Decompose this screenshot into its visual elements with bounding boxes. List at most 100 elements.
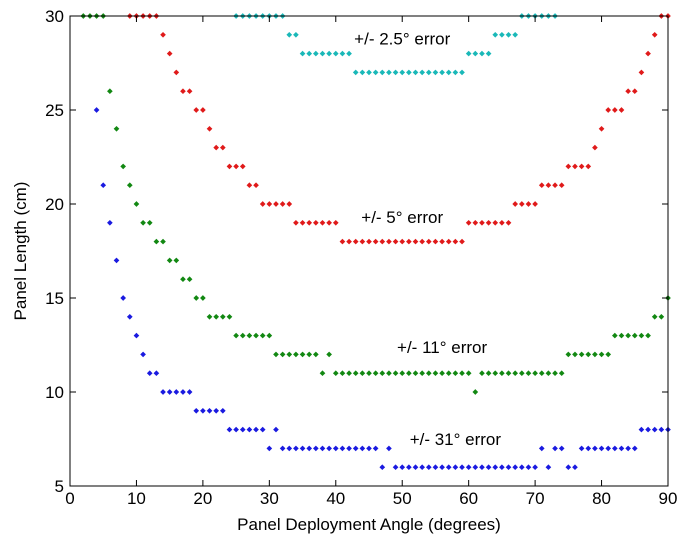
data-point bbox=[313, 351, 319, 358]
x-tick-label: 70 bbox=[526, 489, 545, 508]
data-point bbox=[306, 219, 313, 226]
data-point bbox=[372, 370, 379, 377]
data-point bbox=[206, 125, 213, 132]
data-point bbox=[638, 426, 645, 433]
data-point bbox=[166, 257, 173, 264]
data-point bbox=[332, 370, 339, 377]
data-point bbox=[578, 445, 585, 452]
data-point bbox=[399, 370, 406, 377]
data-point bbox=[100, 182, 107, 189]
data-point bbox=[233, 332, 239, 339]
data-point bbox=[279, 201, 286, 207]
data-point bbox=[452, 370, 459, 377]
data-point bbox=[459, 238, 465, 245]
data-point bbox=[213, 313, 220, 320]
data-point bbox=[631, 88, 638, 95]
data-point bbox=[432, 238, 439, 245]
x-tick-label: 60 bbox=[459, 489, 478, 508]
data-point bbox=[412, 238, 419, 245]
data-point bbox=[479, 464, 485, 471]
x-tick-label: 50 bbox=[393, 489, 412, 508]
y-tick-label: 30 bbox=[45, 7, 64, 26]
data-point bbox=[259, 201, 266, 207]
data-point bbox=[259, 332, 266, 339]
data-point bbox=[366, 445, 372, 452]
data-point bbox=[492, 370, 499, 377]
data-point bbox=[332, 219, 339, 226]
data-point bbox=[565, 163, 572, 170]
data-point bbox=[492, 219, 499, 226]
data-point bbox=[246, 182, 253, 189]
data-point bbox=[419, 370, 425, 377]
data-point bbox=[107, 88, 113, 95]
data-point bbox=[186, 389, 193, 395]
data-point bbox=[406, 370, 412, 377]
data-point bbox=[512, 464, 519, 471]
data-point bbox=[525, 464, 532, 471]
data-point bbox=[638, 332, 645, 339]
data-point bbox=[239, 163, 246, 170]
data-point bbox=[625, 332, 631, 339]
data-point bbox=[200, 295, 206, 301]
data-point bbox=[379, 464, 386, 471]
data-point bbox=[233, 163, 239, 170]
data-point bbox=[612, 445, 618, 452]
data-point bbox=[485, 464, 492, 471]
data-point bbox=[472, 389, 479, 395]
series-3 bbox=[93, 107, 671, 471]
data-point bbox=[259, 426, 266, 433]
data-point bbox=[459, 464, 465, 471]
data-point bbox=[392, 464, 399, 471]
data-point bbox=[465, 370, 472, 377]
data-point bbox=[266, 201, 273, 207]
data-point bbox=[186, 88, 193, 95]
data-point bbox=[286, 351, 293, 358]
data-point bbox=[113, 257, 120, 264]
error-annotation: +/- 31° error bbox=[410, 430, 502, 449]
data-point bbox=[133, 201, 140, 207]
data-point bbox=[538, 370, 545, 377]
data-point bbox=[219, 313, 226, 320]
data-point bbox=[273, 201, 279, 207]
data-point bbox=[313, 219, 319, 226]
data-point bbox=[432, 69, 439, 76]
data-point bbox=[485, 219, 492, 226]
data-point bbox=[107, 219, 113, 226]
data-point bbox=[273, 351, 279, 358]
data-point bbox=[532, 464, 538, 471]
data-point bbox=[525, 201, 532, 207]
data-point bbox=[532, 201, 538, 207]
data-point bbox=[326, 219, 332, 226]
data-point bbox=[352, 238, 359, 245]
data-point bbox=[465, 219, 472, 226]
data-point bbox=[492, 464, 499, 471]
data-point bbox=[193, 295, 200, 301]
data-point bbox=[160, 238, 166, 245]
data-point bbox=[226, 313, 233, 320]
data-point bbox=[432, 464, 439, 471]
data-point bbox=[552, 182, 558, 189]
data-point bbox=[439, 370, 445, 377]
data-point bbox=[625, 445, 631, 452]
data-point bbox=[592, 445, 598, 452]
data-point bbox=[419, 464, 425, 471]
series-1 bbox=[126, 13, 671, 245]
data-point bbox=[239, 332, 246, 339]
x-tick-label: 40 bbox=[326, 489, 345, 508]
data-point bbox=[326, 445, 332, 452]
data-point bbox=[412, 370, 419, 377]
data-point bbox=[339, 445, 346, 452]
data-point bbox=[293, 219, 299, 226]
data-point bbox=[512, 201, 519, 207]
y-axis-label: Panel Length (cm) bbox=[11, 182, 30, 321]
data-point bbox=[645, 50, 651, 57]
data-point bbox=[412, 69, 419, 76]
data-point bbox=[160, 389, 166, 395]
data-point bbox=[645, 426, 651, 433]
data-point bbox=[545, 464, 552, 471]
x-tick-label: 0 bbox=[65, 489, 74, 508]
data-point bbox=[445, 69, 452, 76]
data-point bbox=[133, 332, 140, 339]
data-point bbox=[412, 464, 419, 471]
